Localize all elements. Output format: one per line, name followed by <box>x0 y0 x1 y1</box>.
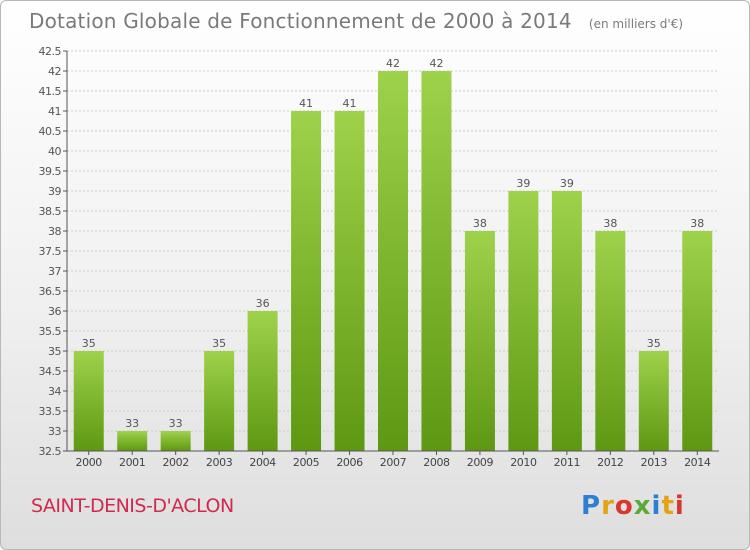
x-tick-label: 2009 <box>467 456 494 469</box>
x-tick-label: 2008 <box>423 456 450 469</box>
commune-name: SAINT-DENIS-D'ACLON <box>31 495 234 517</box>
bars <box>73 71 713 451</box>
axes <box>63 50 719 455</box>
y-tick-label: 33 <box>48 425 61 438</box>
y-tick-label: 36.5 <box>39 285 62 298</box>
y-tick-label: 39.5 <box>39 165 62 178</box>
y-tick-label: 37 <box>48 265 61 278</box>
x-tick-label: 2011 <box>554 456 580 469</box>
x-tick-label: 2000 <box>76 456 103 469</box>
value-label: 33 <box>125 417 139 430</box>
value-label: 39 <box>560 177 574 190</box>
bar-2005 <box>291 111 322 451</box>
value-label: 35 <box>82 337 96 350</box>
bar-2003 <box>204 351 235 451</box>
x-tick-label: 2002 <box>162 456 188 469</box>
value-label: 42 <box>386 57 400 70</box>
logo-letter: i <box>674 491 685 521</box>
y-tick-label: 41.5 <box>39 85 62 98</box>
y-tick-label: 34 <box>48 385 61 398</box>
x-tick-label: 2001 <box>119 456 145 469</box>
y-tick-label: 42 <box>48 65 61 78</box>
unit-note: (en milliers d'€) <box>588 17 684 31</box>
x-tick-label: 2012 <box>597 456 623 469</box>
y-tick-label: 32.5 <box>39 445 62 458</box>
logo-letter: P <box>581 491 602 521</box>
labels: 32.5 33 33.5 34 34.5 35 35.5 36 36.5 37 37.5 38 38.5… <box>39 45 712 469</box>
y-tick-label: 35.5 <box>39 325 62 338</box>
y-tick-label: 37.5 <box>39 245 62 258</box>
value-label: 36 <box>256 297 270 310</box>
value-label: 41 <box>343 97 357 110</box>
value-label: 39 <box>516 177 530 190</box>
bar-2004 <box>247 311 278 451</box>
logo-letter: t <box>661 491 675 521</box>
y-tick-label: 36 <box>48 305 61 318</box>
bar-2006 <box>334 111 365 451</box>
value-label: 42 <box>429 57 443 70</box>
y-tick-label: 34.5 <box>39 365 62 378</box>
x-tick-label: 2003 <box>206 456 233 469</box>
bar-2009 <box>464 231 495 451</box>
y-tick-label: 42.5 <box>39 45 62 58</box>
logo-letter: o <box>614 491 634 521</box>
bar-2007 <box>378 71 408 451</box>
bar-2008 <box>421 71 452 451</box>
bar-2010 <box>508 191 539 451</box>
value-label: 38 <box>690 217 704 230</box>
y-tick-label: 38 <box>48 225 61 238</box>
logo-letter: i <box>651 491 662 521</box>
y-tick-label: 39 <box>48 185 61 198</box>
chart-title: Dotation Globale de Fonctionnement de 20… <box>29 9 572 33</box>
y-tick-label: 33.5 <box>39 405 62 418</box>
title-row: Dotation Globale de Fonctionnement de 20… <box>29 9 683 33</box>
value-label: 33 <box>169 417 183 430</box>
bar-2012 <box>595 231 626 451</box>
bar-2000 <box>73 351 104 451</box>
y-tick-label: 40.5 <box>39 125 62 138</box>
x-tick-label: 2007 <box>380 456 407 469</box>
bar-2011 <box>551 191 582 451</box>
bar-2014 <box>682 231 713 451</box>
logo-letter: r <box>601 491 615 521</box>
x-tick-label: 2010 <box>510 456 537 469</box>
x-tick-label: 2004 <box>249 456 276 469</box>
bar-2002 <box>160 431 191 451</box>
x-tick-label: 2005 <box>293 456 320 469</box>
x-tick-label: 2014 <box>684 456 711 469</box>
x-tick-label: 2006 <box>336 456 363 469</box>
value-label: 38 <box>603 217 617 230</box>
value-label: 41 <box>299 97 313 110</box>
logo-letter: x <box>633 491 652 521</box>
y-tick-label: 40 <box>48 145 61 158</box>
y-tick-label: 41 <box>48 105 61 118</box>
y-tick-label: 38.5 <box>39 205 62 218</box>
bar-2013 <box>638 351 669 451</box>
y-tick-label: 35 <box>48 345 61 358</box>
value-label: 35 <box>647 337 661 350</box>
bar-2001 <box>117 431 148 451</box>
x-tick-label: 2013 <box>641 456 668 469</box>
value-label: 38 <box>473 217 487 230</box>
value-label: 35 <box>212 337 226 350</box>
proxiti-logo[interactable]: Proxiti <box>581 491 685 521</box>
